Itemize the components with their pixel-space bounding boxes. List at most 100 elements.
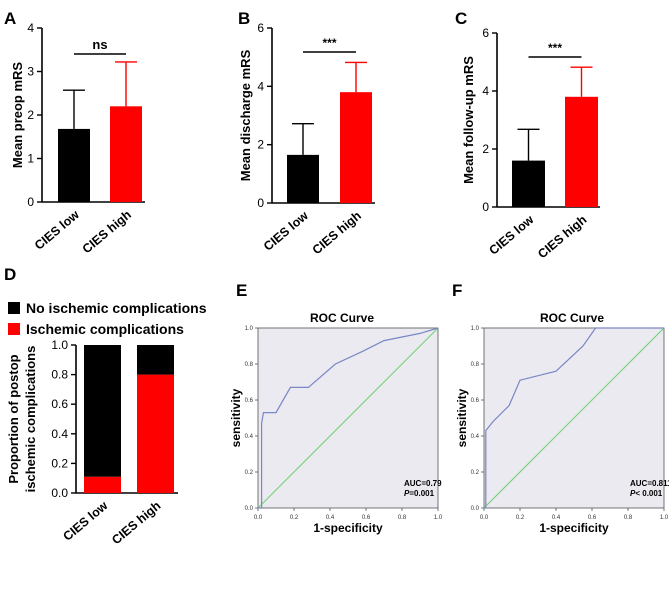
bar-cies-high xyxy=(340,92,372,203)
bar-cies-high xyxy=(565,96,598,207)
significance-label: ns xyxy=(92,37,107,52)
x-axis-label: 1-specificity xyxy=(539,521,609,535)
y-tick-label: 1.0 xyxy=(471,326,480,332)
y-tick-label: 2 xyxy=(257,138,264,152)
roc-curve xyxy=(484,327,664,509)
y-tick-label: 0.2 xyxy=(245,470,254,476)
y-tick-label: 0.8 xyxy=(51,368,68,382)
y-tick-label: 1.0 xyxy=(245,326,254,332)
y-axis-label: sensitivity xyxy=(455,388,469,447)
roc-title: ROC Curve xyxy=(310,311,374,325)
p-value-label: P=0.001 xyxy=(404,489,435,498)
p-value: < 0.001 xyxy=(635,489,662,498)
p-value-label: P< 0.001 xyxy=(630,489,663,498)
panel-letter: E xyxy=(236,281,247,300)
panel-e: E ROC Curve 0.0 0.2 0.4 0.6 0.8 1.0 0.0 0.2 0.4 0.6… xyxy=(229,281,443,535)
y-tick-label: 0.8 xyxy=(245,362,254,368)
roc-title: ROC Curve xyxy=(540,311,604,325)
y-axis-label: sensitivity xyxy=(229,388,243,447)
bar-cies-low xyxy=(512,160,545,207)
panel-letter: A xyxy=(4,9,16,28)
y-tick-label: 0 xyxy=(257,196,264,210)
bar-cies-low xyxy=(287,154,319,203)
y-tick-label: 2 xyxy=(482,142,489,156)
x-tick-label: 1.0 xyxy=(434,515,443,521)
x-tick-label: CIES low xyxy=(60,498,110,543)
stacked-segment-ischemic xyxy=(137,374,174,493)
panel-letter: D xyxy=(4,265,16,284)
reference-diagonal xyxy=(483,327,665,509)
y-tick-label: 0.0 xyxy=(245,506,254,512)
y-tick-label: 0.6 xyxy=(245,398,254,404)
legend-label: Ischemic complications xyxy=(26,321,184,337)
x-tick-label: CIES low xyxy=(261,208,311,253)
x-axis-label: 1-specificity xyxy=(313,521,383,535)
x-tick-label: CIES high xyxy=(80,208,134,257)
x-tick-label: 0.2 xyxy=(516,515,525,521)
y-axis-label: Mean follow-up mRS xyxy=(461,56,476,184)
y-tick-label: 0.4 xyxy=(51,427,68,441)
panel-letter: C xyxy=(455,9,467,28)
x-tick-label: 0.8 xyxy=(398,515,407,521)
x-tick-label: 0.0 xyxy=(480,515,489,521)
y-tick-label: 2 xyxy=(27,108,34,122)
y-tick-label: 0.2 xyxy=(471,470,480,476)
y-tick-label: 0.8 xyxy=(471,362,480,368)
significance-label: *** xyxy=(548,41,562,55)
y-axis-label-line2: ischemic complications xyxy=(23,346,38,493)
auc-label: AUC=0.79 xyxy=(404,479,442,488)
y-axis-label: Mean preop mRS xyxy=(10,62,25,169)
y-tick-label: 0.4 xyxy=(471,434,480,440)
y-tick-label: 0.0 xyxy=(471,506,480,512)
x-tick-label: 0.4 xyxy=(326,515,335,521)
y-tick-label: 0 xyxy=(482,200,489,214)
y-tick-label: 6 xyxy=(257,21,264,35)
stacked-segment-ischemic xyxy=(84,476,121,493)
reference-diagonal xyxy=(257,327,439,509)
panel-letter: F xyxy=(452,281,462,300)
x-tick-label: CIES high xyxy=(109,499,163,548)
x-tick-label: 0.4 xyxy=(552,515,561,521)
legend-label: No ischemic complications xyxy=(26,300,207,316)
x-tick-label: CIES low xyxy=(486,212,536,257)
y-tick-label: 0.2 xyxy=(51,456,68,470)
x-tick-label: 0.2 xyxy=(290,515,299,521)
y-tick-label: 1.0 xyxy=(51,338,68,352)
y-axis-label-line1: Proportion of postop xyxy=(6,354,21,483)
auc-label: AUC=0.811 xyxy=(630,479,669,488)
p-symbol: P xyxy=(404,489,410,498)
x-tick-label: 0.6 xyxy=(588,515,597,521)
y-tick-label: 4 xyxy=(482,84,489,98)
y-axis-label: Mean discharge mRS xyxy=(238,49,253,181)
y-tick-label: 6 xyxy=(482,26,489,40)
x-tick-label: CIES high xyxy=(310,209,364,258)
bar-cies-high xyxy=(110,106,142,202)
panel-f: F ROC Curve 0.0 0.2 0.4 0.6 0.8 1.0 0.0 0.2 0.4 0.6… xyxy=(452,281,669,535)
y-tick-label: 4 xyxy=(27,21,34,35)
panel-d: D No ischemic complications Ischemic compl… xyxy=(4,265,207,547)
y-tick-label: 4 xyxy=(257,79,264,93)
p-symbol: P xyxy=(630,489,636,498)
y-tick-label: 1 xyxy=(27,152,34,166)
x-tick-label: CIES high xyxy=(535,213,589,262)
y-tick-label: 0.0 xyxy=(51,486,68,500)
significance-label: *** xyxy=(322,36,336,50)
y-tick-label: 0 xyxy=(27,195,34,209)
y-tick-label: 0.4 xyxy=(245,434,254,440)
x-tick-label: CIES low xyxy=(32,207,82,252)
p-value: =0.001 xyxy=(409,489,434,498)
stacked-segment-no-ischemic xyxy=(84,345,121,477)
legend-swatch xyxy=(8,302,20,314)
x-tick-label: 0.0 xyxy=(254,515,263,521)
roc-curve xyxy=(258,327,439,509)
roc-panels: E ROC Curve 0.0 0.2 0.4 0.6 0.8 1.0 0.0 0.2 0.4 0.6… xyxy=(229,281,669,535)
x-tick-label: 0.6 xyxy=(362,515,371,521)
y-tick-label: 0.6 xyxy=(471,398,480,404)
bar-cies-low xyxy=(58,128,90,202)
x-tick-label: 0.8 xyxy=(624,515,633,521)
